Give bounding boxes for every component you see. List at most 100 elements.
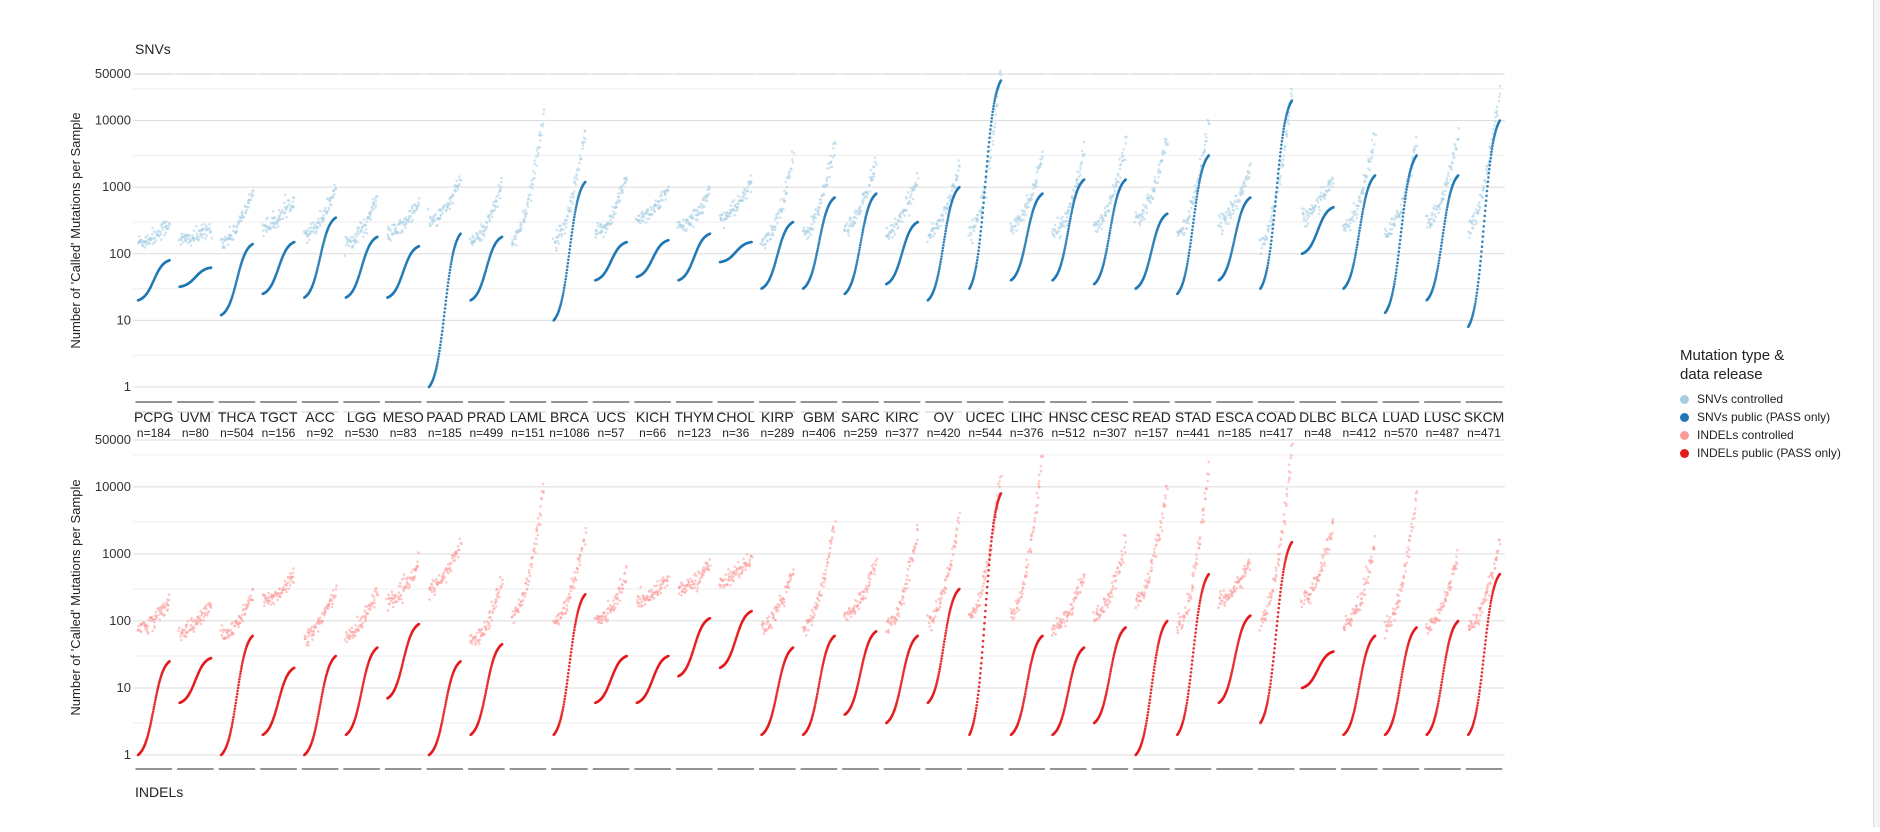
- snv-controlled-point: [648, 217, 651, 220]
- snv-public-point: [945, 227, 948, 230]
- category-kirc: [885, 172, 920, 286]
- snv-controlled-point: [1019, 216, 1022, 219]
- snv-controlled-point: [664, 192, 667, 195]
- snv-controlled-point: [1284, 145, 1287, 148]
- snv-controlled-point: [732, 208, 735, 211]
- snv-controlled-point: [372, 198, 375, 201]
- snv-controlled-point: [1287, 118, 1290, 121]
- snv-controlled-point: [1434, 216, 1437, 219]
- snv-controlled-point: [1248, 176, 1251, 179]
- snv-controlled-point: [1051, 231, 1054, 234]
- snv-controlled-point: [1164, 151, 1167, 154]
- snv-public-point: [1280, 147, 1283, 150]
- snv-public-point: [1438, 256, 1441, 259]
- snv-controlled-point: [363, 224, 366, 227]
- snv-controlled-point: [601, 226, 604, 229]
- snv-controlled-point: [895, 222, 898, 225]
- snv-controlled-point: [875, 163, 878, 166]
- snv-public-point: [1475, 297, 1478, 300]
- snv-controlled-point: [560, 228, 563, 231]
- snv-controlled-point: [1204, 144, 1207, 147]
- snv-public-point: [1272, 219, 1275, 222]
- snv-public-point: [980, 226, 983, 229]
- indel-controlled-point: [159, 618, 162, 621]
- snv-public-point: [569, 241, 572, 244]
- snv-public-point: [991, 117, 994, 120]
- snv-controlled-point: [240, 220, 243, 223]
- snv-controlled-point: [1012, 229, 1015, 232]
- snv-controlled-point: [361, 228, 364, 231]
- snv-controlled-point: [1483, 180, 1486, 183]
- indel-controlled-point: [199, 615, 202, 618]
- snv-controlled-point: [849, 219, 852, 222]
- snv-controlled-point: [743, 196, 746, 199]
- snv-controlled-point: [646, 208, 649, 211]
- snv-public-point: [980, 230, 983, 233]
- snv-controlled-point: [315, 230, 318, 233]
- snv-public-point: [1283, 122, 1286, 125]
- snv-controlled-point: [703, 205, 706, 208]
- indel-controlled-point: [193, 631, 196, 634]
- snv-controlled-point: [769, 238, 772, 241]
- snv-public-point: [1402, 215, 1405, 218]
- snv-controlled-point: [990, 156, 993, 159]
- snv-controlled-point: [561, 233, 564, 236]
- snv-controlled-point: [1118, 158, 1121, 161]
- snv-public-point: [1278, 159, 1281, 162]
- snv-controlled-point: [564, 232, 567, 235]
- snv-controlled-point: [527, 206, 530, 209]
- snv-controlled-point: [691, 217, 694, 220]
- snv-public-point: [1440, 248, 1443, 251]
- snv-controlled-point: [893, 226, 896, 229]
- snv-controlled-point: [1496, 105, 1499, 108]
- snv-controlled-point: [514, 237, 517, 240]
- category-read: [1134, 138, 1170, 290]
- snv-controlled-point: [1492, 128, 1495, 131]
- snv-controlled-point: [750, 191, 753, 194]
- snv-controlled-point: [1097, 220, 1100, 223]
- snv-controlled-point: [1313, 208, 1316, 211]
- snv-controlled-point: [1109, 195, 1112, 198]
- y-tick-label: 50000: [95, 432, 131, 447]
- snv-controlled-point: [614, 212, 617, 215]
- snv-controlled-point: [829, 155, 832, 158]
- snv-controlled-point: [831, 165, 834, 168]
- snv-public-point: [946, 222, 949, 225]
- snv-public-point: [1192, 225, 1195, 228]
- snv-public-point: [976, 259, 979, 262]
- snv-controlled-point: [951, 189, 954, 192]
- snv-controlled-point: [1110, 199, 1113, 202]
- snv-controlled-point: [555, 249, 558, 252]
- snv-controlled-point: [1415, 136, 1418, 139]
- snv-controlled-point: [994, 126, 997, 129]
- snv-controlled-point: [667, 189, 670, 192]
- snv-controlled-point: [584, 141, 587, 144]
- snv-controlled-point: [994, 122, 997, 125]
- snv-controlled-point: [391, 233, 394, 236]
- snv-controlled-point: [790, 167, 793, 170]
- snv-controlled-point: [1066, 220, 1069, 223]
- snv-controlled-point: [1315, 198, 1318, 201]
- snv-controlled-point: [538, 146, 541, 149]
- snv-controlled-point: [1367, 157, 1370, 160]
- snv-controlled-point: [1482, 196, 1485, 199]
- snv-controlled-point: [720, 218, 723, 221]
- snv-controlled-point: [846, 222, 849, 225]
- snv-controlled-point: [196, 235, 199, 238]
- snv-controlled-point: [612, 210, 615, 213]
- snv-public-point: [563, 289, 566, 292]
- snv-public-point: [1361, 213, 1364, 216]
- snv-controlled-point: [1443, 193, 1446, 196]
- snv-controlled-point: [324, 207, 327, 210]
- snv-public-point: [444, 307, 447, 310]
- snv-controlled-point: [977, 214, 980, 217]
- snv-controlled-point: [1183, 232, 1186, 235]
- snv-controlled-point: [1278, 180, 1281, 183]
- snv-public-point: [1108, 232, 1111, 235]
- snv-controlled-point: [1122, 155, 1125, 158]
- snv-controlled-point: [288, 199, 291, 202]
- snv-controlled-point: [307, 227, 310, 230]
- snv-controlled-point: [1285, 133, 1288, 136]
- snv-controlled-point: [1069, 205, 1072, 208]
- snv-controlled-point: [529, 193, 532, 196]
